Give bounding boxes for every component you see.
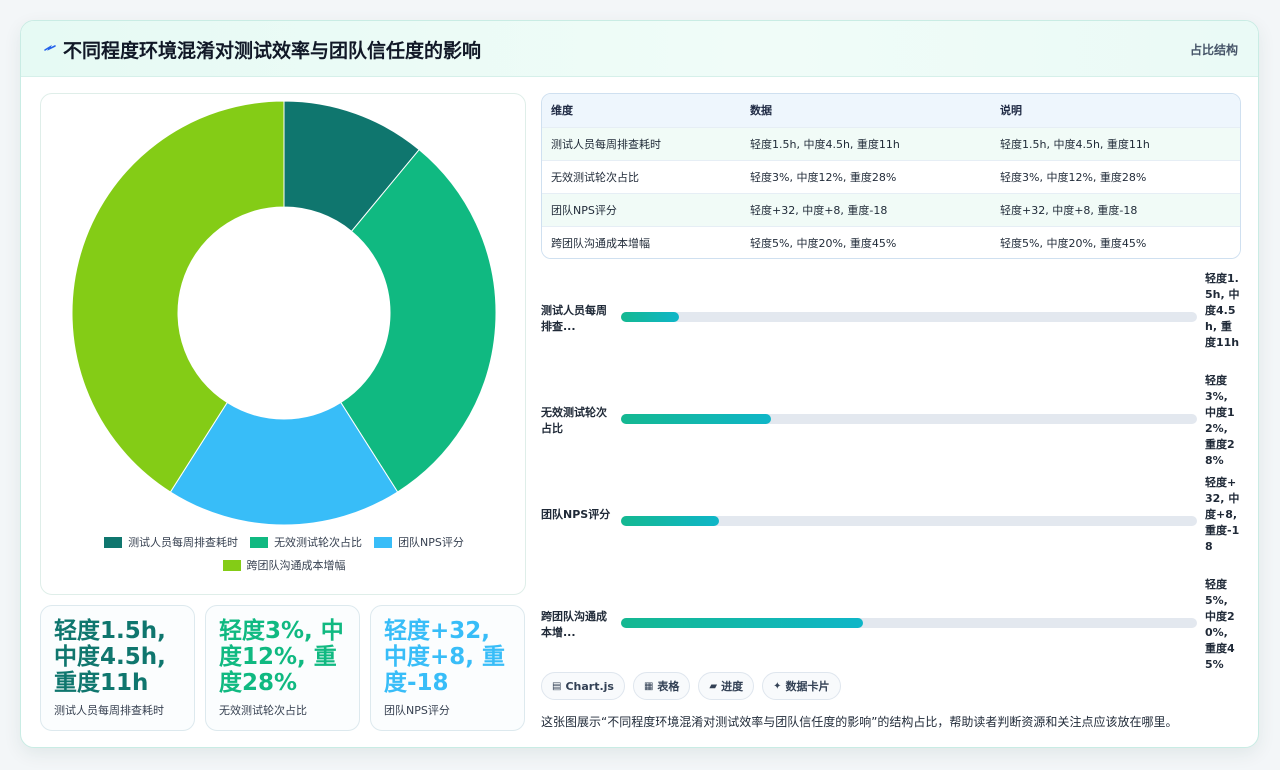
legend-item[interactable]: 测试人员每周排查耗时 [104, 534, 238, 550]
progress-track [621, 516, 1197, 526]
table-cell: 轻度5%, 中度20%, 重度45% [741, 225, 991, 258]
progress-label: 跨团队沟通成本增... [541, 610, 607, 639]
table-cell: 轻度+32, 中度+8, 重度-18 [991, 192, 1240, 226]
donut-chart [71, 100, 497, 526]
page-title: 不同程度环境混淆对测试效率与团队信任度的影响 [63, 40, 482, 62]
table-cell: 轻度3%, 中度12%, 重度28% [991, 159, 1240, 193]
legend-label: 团队NPS评分 [398, 536, 464, 549]
progress-fill [621, 516, 719, 526]
table-cell: 测试人员每周排查耗时 [542, 126, 741, 160]
legend-label: 跨团队沟通成本增幅 [246, 559, 346, 572]
chart-type-tag: 占比结构 [1189, 43, 1238, 57]
kpi-label: 测试人员每周排查耗时 [54, 704, 164, 717]
feature-chips: ▤ Chart.js ▦ 表格 ▰ 进度 ✦ 数据卡片 [541, 672, 841, 700]
table-icon: ▦ [643, 680, 654, 692]
chip-label: 数据卡片 [785, 680, 830, 693]
progress-value: 轻度3%, 中度12%, 重度28% [1205, 374, 1235, 467]
card-header: 不同程度环境混淆对测试效率与团队信任度的影响 占比结构 [21, 21, 1258, 77]
table-row: 团队NPS评分 轻度+32, 中度+8, 重度-18 轻度+32, 中度+8, … [542, 192, 1240, 226]
table-row: 测试人员每周排查耗时 轻度1.5h, 中度4.5h, 重度11h 轻度1.5h,… [542, 126, 1240, 160]
chip-3[interactable]: ▰ 进度 [698, 672, 755, 700]
kpi-cards: 轻度1.5h, 中度4.5h, 重度11h 测试人员每周排查耗时 轻度3%, 中度1… [40, 605, 526, 731]
data-table: 维度 数据 说明 测试人员每周排查耗时 轻度1.5h, 中度4.5h, 重度11… [541, 93, 1241, 259]
legend-swatch [104, 536, 123, 548]
main-card: 不同程度环境混淆对测试效率与团队信任度的影响 占比结构 测试人员每周排查耗时 无效… [20, 20, 1259, 748]
progress-value: 轻度+32, 中度+8, 重度-18 [1205, 476, 1240, 553]
progress-row: 无效测试轮次占比 轻度3%, 中度12%, 重度28% [541, 373, 1241, 467]
progress-label: 无效测试轮次占比 [541, 406, 607, 435]
kpi-value: 轻度+32, 中度+8, 重度-18 [384, 618, 506, 696]
progress-row: 团队NPS评分 轻度+32, 中度+8, 重度-18 [541, 475, 1241, 567]
legend-swatch [374, 536, 393, 548]
table-header-dimension: 维度 [542, 94, 741, 127]
kpi-value: 轻度3%, 中度12%, 重度28% [219, 618, 344, 696]
chip-2[interactable]: ▦ 表格 [632, 672, 691, 700]
table-cell: 轻度1.5h, 中度4.5h, 重度11h [991, 126, 1240, 160]
progress-track [621, 414, 1197, 424]
table-row: 跨团队沟通成本增幅 轻度5%, 中度20%, 重度45% 轻度5%, 中度20%… [542, 225, 1240, 258]
table-header-row: 维度 数据 说明 [542, 94, 1240, 127]
table-cell: 轻度+32, 中度+8, 重度-18 [741, 192, 991, 226]
donut-slice-3[interactable] [169, 401, 399, 526]
progress-value: 轻度1.5h, 中度4.5h, 重度11h [1205, 272, 1240, 349]
kpi-card: 轻度+32, 中度+8, 重度-18 团队NPS评分 [370, 605, 525, 731]
progress-row: 测试人员每周排查... 轻度1.5h, 中度4.5h, 重度11h [541, 271, 1241, 363]
chip-label: 进度 [721, 680, 744, 693]
donut-slice-2[interactable] [340, 148, 497, 493]
progress-fill [621, 414, 771, 424]
table-cell: 团队NPS评分 [542, 192, 741, 226]
kpi-card: 轻度3%, 中度12%, 重度28% 无效测试轮次占比 [205, 605, 360, 731]
chart-legend: 测试人员每周排查耗时 无效测试轮次占比 团队NPS评分跨团队沟通成本增幅 [41, 534, 527, 573]
progress-label: 团队NPS评分 [541, 508, 611, 521]
progress-track [621, 312, 1197, 322]
chart-footnote: 这张图展示“不同程度环境混淆对测试效率与团队信任度的影响”的结构占比，帮助读者判… [541, 715, 1178, 729]
progress-track [621, 618, 1197, 628]
table-header-data: 数据 [741, 94, 991, 127]
kpi-label: 团队NPS评分 [384, 704, 450, 717]
sparkle-icon: ✦ [773, 680, 782, 692]
table-cell: 跨团队沟通成本增幅 [542, 225, 741, 258]
legend-item[interactable]: 团队NPS评分 [374, 534, 464, 550]
legend-swatch [250, 536, 269, 548]
legend-swatch [222, 559, 241, 571]
donut-slice-4[interactable] [71, 100, 285, 493]
table-cell: 轻度3%, 中度12%, 重度28% [741, 159, 991, 193]
chip-label: 表格 [657, 680, 680, 693]
progress-value: 轻度5%, 中度20%, 重度45% [1205, 578, 1235, 671]
donut-chart-panel: 测试人员每周排查耗时 无效测试轮次占比 团队NPS评分跨团队沟通成本增幅 [40, 93, 526, 595]
legend-label: 测试人员每周排查耗时 [128, 536, 239, 549]
progress-fill [621, 618, 863, 628]
progress-row: 跨团队沟通成本增... 轻度5%, 中度20%, 重度45% [541, 577, 1241, 671]
table-cell: 无效测试轮次占比 [542, 159, 741, 193]
chip-4[interactable]: ✦ 数据卡片 [762, 672, 841, 700]
progress-label: 测试人员每周排查... [541, 304, 607, 333]
table-cell: 轻度5%, 中度20%, 重度45% [991, 225, 1240, 258]
legend-item[interactable]: 无效测试轮次占比 [250, 534, 362, 550]
chart-icon: ▤ [552, 680, 562, 692]
table-cell: 轻度1.5h, 中度4.5h, 重度11h [741, 126, 991, 160]
table-row: 无效测试轮次占比 轻度3%, 中度12%, 重度28% 轻度3%, 中度12%,… [542, 159, 1240, 193]
legend-label: 无效测试轮次占比 [274, 536, 363, 549]
kpi-label: 无效测试轮次占比 [219, 704, 307, 717]
legend-item[interactable]: 跨团队沟通成本增幅 [222, 557, 346, 573]
progress-fill [621, 312, 679, 322]
chip-label: Chart.js [565, 679, 614, 693]
kpi-value: 轻度1.5h, 中度4.5h, 重度11h [54, 618, 166, 696]
kpi-card: 轻度1.5h, 中度4.5h, 重度11h 测试人员每周排查耗时 [40, 605, 195, 731]
progress-icon: ▰ [709, 680, 718, 692]
chip-1[interactable]: ▤ Chart.js [541, 672, 625, 700]
progress-bars: 测试人员每周排查... 轻度1.5h, 中度4.5h, 重度11h 无效测试轮次占比… [541, 271, 1241, 671]
table-header-note: 说明 [991, 94, 1240, 127]
lightning-icon [44, 44, 56, 51]
